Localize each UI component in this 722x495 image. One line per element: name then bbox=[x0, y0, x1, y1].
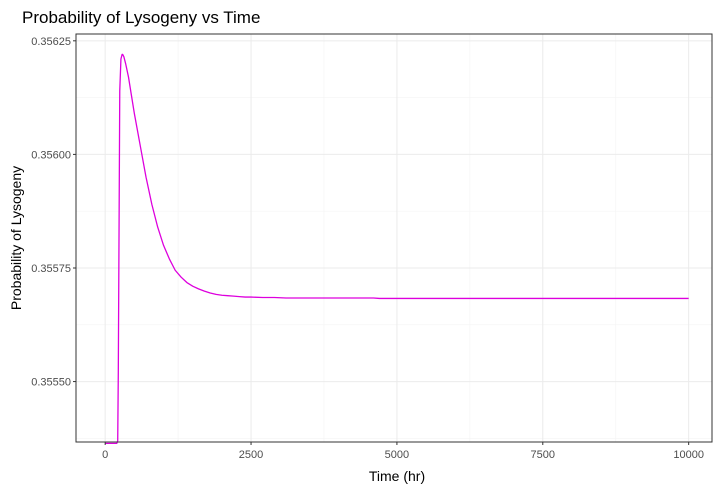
y-tick-label: 0.35625 bbox=[31, 36, 71, 48]
x-tick-label: 5000 bbox=[385, 449, 409, 461]
x-tick-label: 7500 bbox=[531, 449, 555, 461]
plot-panel-border bbox=[75, 33, 713, 443]
series-layer bbox=[105, 53, 689, 445]
chart-title: Probability of Lysogeny vs Time bbox=[22, 8, 260, 27]
y-tick-label: 0.35550 bbox=[31, 377, 71, 389]
grid bbox=[76, 34, 712, 442]
y-tick-label: 0.35600 bbox=[31, 149, 71, 161]
y-axis-ticks: 0.35550 0.35575 0.35600 0.35625 bbox=[31, 36, 76, 389]
x-axis-title: Time (hr) bbox=[369, 468, 425, 484]
y-tick-label: 0.35575 bbox=[31, 263, 71, 275]
y-axis-title: Probability of Lysogeny bbox=[8, 166, 24, 310]
x-tick-label: 2500 bbox=[239, 449, 263, 461]
x-tick-label: 10000 bbox=[673, 449, 704, 461]
x-axis-ticks: 0 2500 5000 7500 10000 bbox=[102, 442, 704, 461]
series-line-probability bbox=[105, 53, 689, 445]
x-tick-label: 0 bbox=[102, 449, 108, 461]
